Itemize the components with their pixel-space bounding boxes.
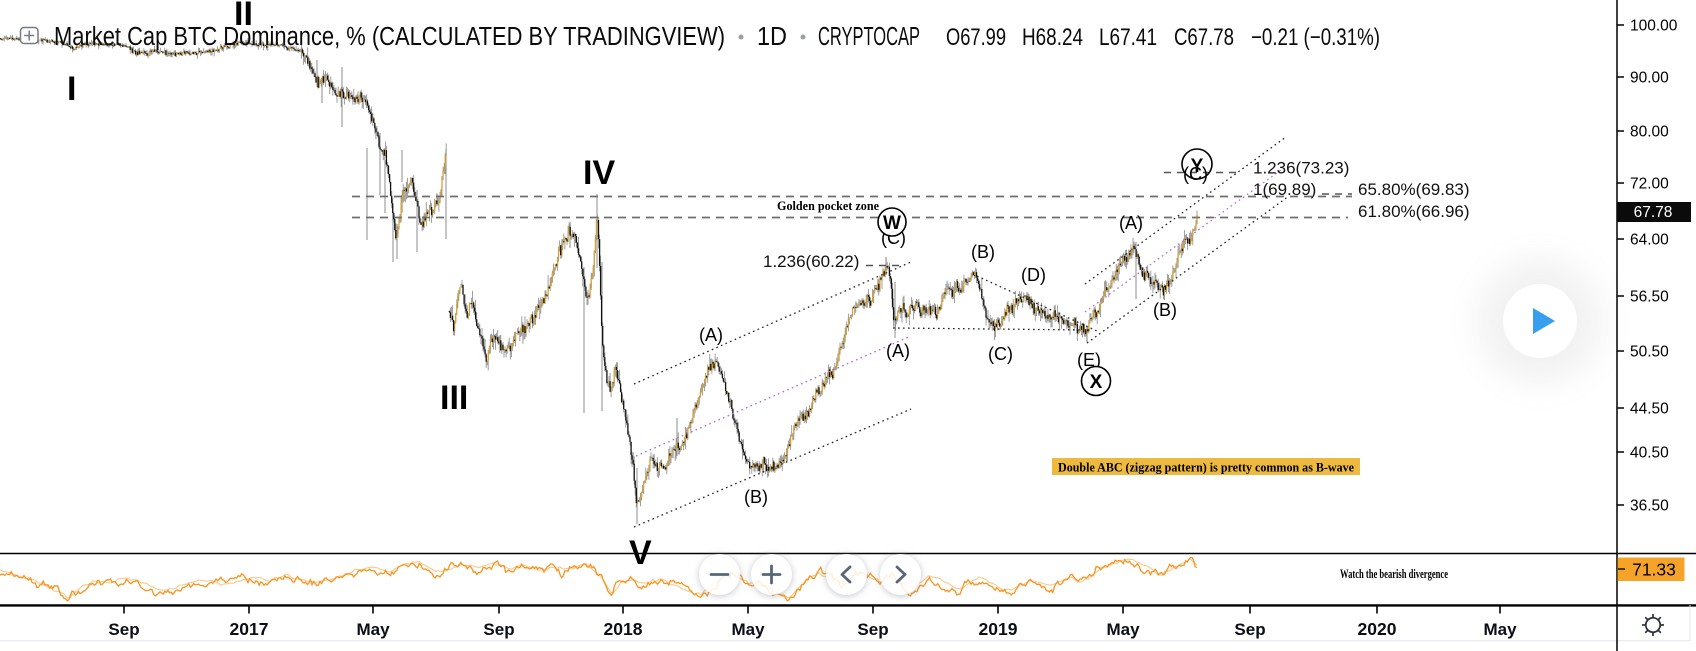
svg-text:II: II [234, 0, 253, 33]
svg-text:Golden pocket zone: Golden pocket zone [777, 199, 879, 213]
svg-text:(D): (D) [1021, 265, 1046, 285]
svg-text:2018: 2018 [604, 619, 643, 639]
svg-text:(B): (B) [1153, 300, 1177, 320]
svg-text:44.50: 44.50 [1630, 401, 1669, 418]
svg-text:IV: IV [583, 154, 615, 192]
svg-text:80.00: 80.00 [1630, 124, 1669, 141]
svg-text:65.80%(69.83): 65.80%(69.83) [1358, 180, 1470, 199]
svg-text:X: X [1090, 372, 1103, 393]
svg-text:64.00: 64.00 [1630, 232, 1669, 249]
svg-text:Watch the bearish divergence: Watch the bearish divergence [1340, 567, 1448, 581]
svg-text:L67.41: L67.41 [1099, 24, 1157, 51]
svg-text:III: III [440, 379, 468, 417]
svg-text:CRYPTOCAP: CRYPTOCAP [818, 23, 920, 51]
svg-text:72.00: 72.00 [1630, 176, 1669, 193]
svg-text:36.50: 36.50 [1630, 498, 1669, 515]
svg-text:56.50: 56.50 [1630, 289, 1669, 306]
svg-text:40.50: 40.50 [1630, 445, 1669, 462]
svg-text:(A): (A) [699, 325, 723, 345]
svg-text:67.78: 67.78 [1634, 204, 1673, 221]
svg-text:1.236(73.23): 1.236(73.23) [1253, 159, 1349, 178]
svg-text:(B): (B) [971, 242, 995, 262]
svg-text:May: May [1106, 620, 1140, 639]
svg-text:Market Cap BTC Dominance, % (C: Market Cap BTC Dominance, % (CALCULATED … [54, 23, 725, 51]
svg-text:1.236(60.22): 1.236(60.22) [763, 252, 859, 271]
svg-text:Sep: Sep [1234, 620, 1265, 639]
svg-text:90.00: 90.00 [1630, 70, 1669, 87]
svg-text:Double ABC (zigzag pattern) is: Double ABC (zigzag pattern) is pretty co… [1058, 461, 1354, 475]
svg-text:(A): (A) [886, 341, 910, 361]
svg-text:71.33: 71.33 [1632, 560, 1676, 580]
svg-text:50.50: 50.50 [1630, 344, 1669, 361]
svg-text:61.80%(66.96): 61.80%(66.96) [1358, 202, 1470, 221]
svg-text:C67.78: C67.78 [1174, 24, 1234, 51]
svg-text:(A): (A) [1119, 213, 1143, 233]
svg-text:May: May [1483, 620, 1517, 639]
svg-text:(E): (E) [1077, 350, 1101, 370]
svg-text:2019: 2019 [979, 619, 1018, 639]
svg-text:1(69.89): 1(69.89) [1253, 180, 1316, 199]
svg-text:(B): (B) [744, 487, 768, 507]
svg-text:100.00: 100.00 [1630, 18, 1678, 35]
svg-text:May: May [731, 620, 765, 639]
svg-text:2017: 2017 [230, 619, 269, 639]
svg-text:W: W [883, 213, 901, 234]
svg-text:−0.21 (−0.31%): −0.21 (−0.31%) [1251, 24, 1380, 51]
svg-text:Y: Y [1191, 156, 1204, 177]
svg-text:Sep: Sep [857, 620, 888, 639]
svg-text:V: V [629, 534, 652, 572]
svg-text:Sep: Sep [483, 620, 514, 639]
svg-text:O67.99: O67.99 [946, 24, 1006, 51]
svg-text:(C): (C) [988, 344, 1013, 364]
svg-text:I: I [67, 70, 76, 108]
svg-text:1D: 1D [757, 23, 787, 51]
svg-text:Sep: Sep [108, 620, 139, 639]
svg-text:May: May [356, 620, 390, 639]
svg-text:H68.24: H68.24 [1022, 24, 1083, 51]
svg-text:2020: 2020 [1358, 619, 1397, 639]
